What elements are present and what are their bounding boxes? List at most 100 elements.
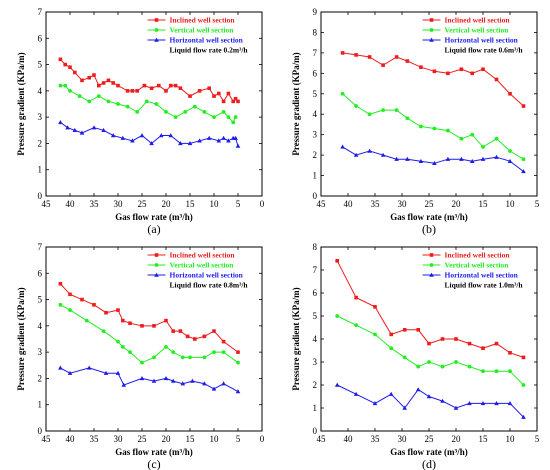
y-tick-label: 1 <box>38 400 43 410</box>
data-point-vertical <box>140 360 144 365</box>
y-tick-label: 1 <box>313 171 318 181</box>
x-tick-label: 40 <box>344 434 354 444</box>
data-point-inclined <box>178 329 183 333</box>
data-point-vertical <box>58 302 63 307</box>
data-point-horizontal <box>65 125 70 130</box>
legend-label-inclined: Inclined well section <box>170 16 236 25</box>
data-point-vertical <box>233 115 238 120</box>
data-point-inclined <box>80 297 84 302</box>
panel-label: (b) <box>422 222 436 236</box>
series-line-vertical <box>60 85 237 124</box>
data-point-inclined <box>101 81 106 85</box>
y-tick-label: 4 <box>38 86 43 96</box>
data-point-vertical <box>373 332 377 337</box>
data-point-vertical <box>521 383 526 387</box>
data-point-horizontal <box>445 156 451 161</box>
data-point-horizontal <box>480 156 486 161</box>
data-point-vertical <box>120 344 125 349</box>
data-point-vertical <box>381 108 385 113</box>
data-point-inclined <box>142 83 147 88</box>
data-point-vertical <box>481 145 485 149</box>
data-point-inclined <box>202 334 207 339</box>
data-point-horizontal <box>353 391 359 396</box>
data-point-inclined <box>221 99 226 104</box>
data-point-inclined <box>178 86 183 91</box>
data-point-vertical <box>154 102 159 106</box>
data-point-horizontal <box>149 141 154 146</box>
y-tick-label: 9 <box>313 7 318 17</box>
data-point-vertical <box>405 116 410 121</box>
data-point-vertical <box>394 108 399 113</box>
data-point-vertical <box>340 91 345 96</box>
data-point-vertical <box>96 94 101 99</box>
legend-label-vertical: Vertical well section <box>445 26 510 35</box>
x-tick-label: 25 <box>425 199 435 209</box>
data-point-inclined <box>68 292 72 297</box>
data-point-inclined <box>104 310 108 315</box>
x-tick-label: 45 <box>317 434 327 444</box>
y-tick-label: 7 <box>313 48 318 58</box>
y-tick-label: 0 <box>38 191 43 201</box>
data-point-inclined <box>494 77 499 82</box>
data-point-vertical <box>470 132 475 137</box>
data-point-horizontal <box>170 378 176 383</box>
legend-marker-inclined <box>154 18 159 22</box>
y-tick-label: 8 <box>313 242 318 252</box>
y-tick-label: 7 <box>38 242 43 252</box>
data-point-inclined <box>367 55 372 59</box>
y-tick-label: 3 <box>38 112 43 122</box>
data-point-horizontal <box>469 158 475 163</box>
data-point-inclined <box>354 53 358 57</box>
data-point-vertical <box>367 112 372 117</box>
data-point-inclined <box>58 57 63 62</box>
y-tick-label: 1 <box>313 403 318 413</box>
data-point-vertical <box>221 350 226 355</box>
data-point-vertical <box>494 136 499 141</box>
legend-marker-vertical <box>154 263 159 267</box>
legend-label-horizontal: Horizontal well section <box>170 271 244 280</box>
data-point-inclined <box>130 89 135 93</box>
data-point-horizontal <box>432 160 437 165</box>
data-point-vertical <box>508 149 512 153</box>
data-point-vertical <box>202 355 207 360</box>
x-tick-label: 5 <box>535 199 540 209</box>
x-tick-label: 40 <box>66 434 76 444</box>
data-point-inclined <box>233 96 238 101</box>
data-point-vertical <box>467 364 472 369</box>
data-point-vertical <box>454 360 458 364</box>
data-point-inclined <box>389 332 393 337</box>
data-point-horizontal <box>168 133 174 138</box>
data-point-horizontal <box>235 143 241 148</box>
data-point-vertical <box>164 344 168 349</box>
data-point-horizontal <box>235 389 241 394</box>
data-point-inclined <box>236 99 240 104</box>
data-point-horizontal <box>340 144 345 149</box>
data-point-inclined <box>173 83 178 88</box>
data-point-inclined <box>470 71 474 76</box>
data-point-vertical <box>101 329 106 334</box>
data-point-vertical <box>481 369 485 374</box>
x-tick-label: 30 <box>114 199 124 209</box>
y-tick-label: 3 <box>38 347 43 357</box>
legend-label-horizontal: Horizontal well section <box>445 271 519 280</box>
data-point-inclined <box>394 55 399 59</box>
series-line-inclined <box>336 260 524 358</box>
data-point-vertical <box>354 104 358 108</box>
x-tick-label: 25 <box>425 434 435 444</box>
data-point-inclined <box>157 83 161 88</box>
data-point-inclined <box>125 89 130 93</box>
x-tick-label: 40 <box>66 199 76 209</box>
data-point-inclined <box>92 303 96 307</box>
x-tick-label: 10 <box>506 434 516 444</box>
data-point-inclined <box>149 86 154 91</box>
data-point-inclined <box>459 67 464 72</box>
x-tick-label: 5 <box>535 434 540 444</box>
data-point-vertical <box>68 308 72 312</box>
y-tick-label: 3 <box>313 130 318 140</box>
data-point-inclined <box>354 295 358 300</box>
data-point-horizontal <box>480 401 486 406</box>
x-axis-title: Gas flow rate (m³/h) <box>115 212 192 222</box>
